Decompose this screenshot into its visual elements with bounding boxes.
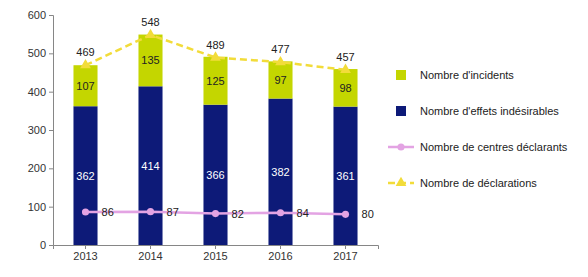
data-label: 135 [141, 54, 159, 66]
legend-label: Nombre d'incidents [420, 69, 514, 81]
tick-label: 200 [28, 162, 46, 174]
tick-label: 300 [28, 124, 46, 136]
chart: 362 414 366 382 361 107 135 125 97 98 86 87 82 84 80 46… [0, 0, 588, 277]
legend-marker [397, 143, 404, 150]
data-label: 84 [297, 207, 309, 219]
tick-mark [345, 245, 346, 249]
tick: 600 [28, 9, 53, 21]
tick: 100 [28, 201, 53, 213]
data-label: 125 [206, 75, 224, 87]
legend-label: Nombre de déclarations [420, 177, 537, 189]
bar [73, 65, 97, 106]
tick-mark [150, 245, 151, 249]
marker [210, 51, 221, 60]
data-label: 469 [76, 46, 94, 58]
bar [333, 69, 357, 107]
marker [277, 209, 284, 216]
data-labels: 362 414 366 382 361 107 135 125 97 98 86 87 82 84 80 46… [76, 16, 373, 220]
tick: 200 [28, 162, 53, 174]
tick-mark [85, 245, 86, 249]
tick: 2014 [138, 245, 162, 262]
axis-line [49, 16, 54, 246]
marker [342, 211, 349, 218]
data-label: 548 [141, 16, 159, 28]
bar [203, 105, 227, 245]
marker [212, 210, 219, 217]
tick: 2017 [333, 245, 357, 262]
bar [268, 99, 292, 245]
tick-mark [49, 15, 53, 16]
tick-label: 400 [28, 86, 46, 98]
data-label: 98 [339, 82, 351, 94]
tick-mark [49, 245, 53, 246]
bar [268, 61, 292, 98]
tick-label: 0 [40, 239, 46, 251]
tick-label: 2014 [138, 250, 162, 262]
axis-line [54, 246, 379, 250]
tick-mark [49, 53, 53, 54]
data-label: 87 [167, 206, 179, 218]
tick: 500 [28, 47, 53, 59]
tick-label: 2016 [268, 250, 292, 262]
tick-mark [215, 245, 216, 249]
tick-mark [280, 245, 281, 249]
tick-label: 2017 [333, 250, 357, 262]
bar [203, 57, 227, 105]
tick: 2015 [203, 245, 227, 262]
data-label: 82 [232, 208, 244, 220]
x-axis: 2013 2014 2015 2016 2017 [54, 245, 379, 262]
tick-label: 500 [28, 47, 46, 59]
data-label: 97 [274, 74, 286, 86]
bar [73, 106, 97, 245]
legend-swatch [396, 70, 406, 80]
marker [340, 64, 351, 73]
y-axis: 0 100 200 300 400 500 600 [28, 9, 54, 251]
marker [275, 56, 286, 65]
marks [73, 29, 357, 245]
bar [333, 107, 357, 245]
marker [145, 29, 156, 38]
legend-marker [396, 177, 407, 186]
tick-label: 2015 [203, 250, 227, 262]
tick-mark [49, 92, 53, 93]
tick: 300 [28, 124, 53, 136]
data-label: 86 [102, 206, 114, 218]
data-label: 414 [141, 160, 159, 172]
tick-mark [49, 130, 53, 131]
tick-label: 600 [28, 9, 46, 21]
data-label: 107 [76, 80, 94, 92]
tick-label: 2013 [73, 250, 97, 262]
data-label: 457 [336, 51, 354, 63]
marker [80, 59, 91, 68]
line [86, 35, 346, 70]
legend-label: Nombre de centres déclarants [420, 141, 568, 153]
marker [147, 208, 154, 215]
data-label: 489 [206, 39, 224, 51]
legend-swatch [396, 106, 406, 116]
data-label: 382 [271, 166, 289, 178]
data-label: 477 [271, 43, 289, 55]
data-label: 361 [336, 170, 354, 182]
tick: 0 [40, 239, 53, 251]
tick-mark [49, 207, 53, 208]
bar [138, 35, 162, 87]
tick: 2013 [73, 245, 97, 262]
tick-mark [49, 168, 53, 169]
tick: 400 [28, 86, 53, 98]
marker [82, 208, 89, 215]
data-label: 80 [362, 208, 374, 220]
data-label: 366 [206, 169, 224, 181]
data-label: 362 [76, 170, 94, 182]
bar [138, 86, 162, 245]
tick-label: 100 [28, 201, 46, 213]
legend: Nombre d'incidents Nombre d'effets indési… [388, 69, 568, 189]
tick: 2016 [268, 245, 292, 262]
legend-label: Nombre d'effets indésirables [420, 105, 559, 117]
